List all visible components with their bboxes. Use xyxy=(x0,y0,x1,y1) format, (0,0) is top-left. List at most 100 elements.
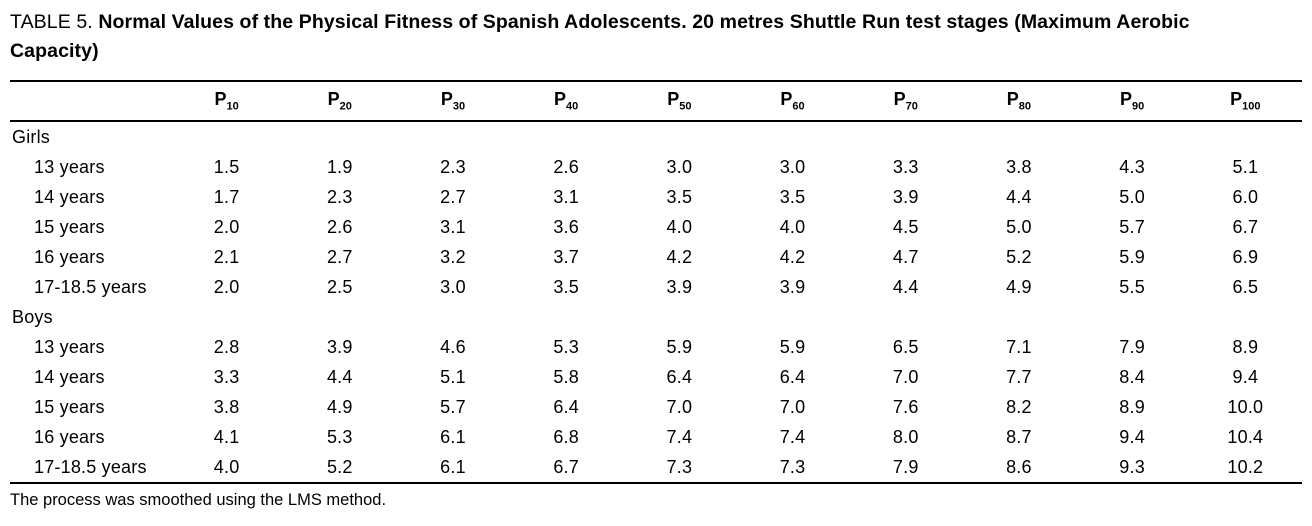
value-cell: 9.3 xyxy=(1119,456,1145,477)
value-cell: 1.7 xyxy=(213,186,240,207)
column-header-p60: P60 xyxy=(735,80,850,122)
row-header-spacer xyxy=(10,80,170,122)
value-cell: 4.9 xyxy=(1006,276,1032,297)
value-cell: 3.9 xyxy=(326,336,353,357)
value-cell: 4.2 xyxy=(779,246,806,267)
table-label: TABLE 5. xyxy=(10,11,93,33)
value-cell: 10.0 xyxy=(1227,396,1264,417)
group-label: Girls xyxy=(12,126,50,147)
table-head: P10 P20 P30 P40 P50 P60 P70 P80 P90 P100 xyxy=(10,80,1302,122)
value-cell: 4.2 xyxy=(666,246,693,267)
value-cell: 8.6 xyxy=(1006,456,1032,477)
value-cell: 3.9 xyxy=(666,276,693,297)
value-cell: 2.8 xyxy=(213,336,240,357)
column-header-subscript: 50 xyxy=(679,100,692,113)
table-footnote: The process was smoothed using the LMS m… xyxy=(10,491,387,509)
table-title: Normal Values of the Physical Fitness of… xyxy=(10,11,1190,62)
value-cell: 5.0 xyxy=(1006,216,1032,237)
value-cell: 2.1 xyxy=(213,246,240,267)
value-cell: 6.1 xyxy=(440,426,466,447)
row-label: 13 years xyxy=(34,156,105,177)
row-label: 15 years xyxy=(34,216,105,237)
value-cell: 8.2 xyxy=(1006,396,1032,417)
value-cell: 2.5 xyxy=(326,276,353,297)
table-row: 17-18.5 years 2.0 2.5 3.0 3.5 3.9 3.9 4.4 4.9 5.5… xyxy=(10,272,1302,302)
value-cell: 5.9 xyxy=(1119,246,1145,267)
column-header-subscript: 10 xyxy=(226,100,239,113)
value-cell: 6.7 xyxy=(553,456,579,477)
value-cell: 7.4 xyxy=(779,426,806,447)
column-header-p90: P90 xyxy=(1075,80,1189,122)
table-body: Girls 13 years 1.5 1.9 2.3 2.6 3.0 3.0 3.3 3.8 4.3… xyxy=(10,121,1302,483)
value-cell: 3.7 xyxy=(553,246,579,267)
group-row-girls: Girls xyxy=(10,121,1302,152)
value-cell: 6.0 xyxy=(1232,186,1259,207)
value-cell: 7.0 xyxy=(666,396,693,417)
row-label: 16 years xyxy=(34,246,105,267)
value-cell: 3.8 xyxy=(213,396,240,417)
value-cell: 5.5 xyxy=(1119,276,1145,297)
value-cell: 7.6 xyxy=(892,396,919,417)
column-header-subscript: 100 xyxy=(1242,100,1261,113)
value-cell: 3.3 xyxy=(213,366,240,387)
row-label: 17-18.5 years xyxy=(34,456,147,477)
value-cell: 5.9 xyxy=(666,336,693,357)
value-cell: 5.9 xyxy=(779,336,806,357)
value-cell: 3.9 xyxy=(892,186,919,207)
value-cell: 5.7 xyxy=(440,396,466,417)
value-cell: 8.0 xyxy=(892,426,919,447)
value-cell: 2.0 xyxy=(213,216,240,237)
value-cell: 6.1 xyxy=(440,456,466,477)
value-cell: 3.0 xyxy=(666,156,693,177)
row-label: 14 years xyxy=(34,366,105,387)
column-header-p40: P40 xyxy=(509,80,623,122)
value-cell: 4.4 xyxy=(1006,186,1032,207)
value-cell: 3.6 xyxy=(553,216,579,237)
value-cell: 7.0 xyxy=(892,366,919,387)
value-cell: 6.8 xyxy=(553,426,579,447)
value-cell: 3.1 xyxy=(553,186,579,207)
value-cell: 7.7 xyxy=(1006,366,1032,387)
value-cell: 3.3 xyxy=(892,156,919,177)
value-cell: 3.2 xyxy=(440,246,466,267)
value-cell: 3.5 xyxy=(666,186,693,207)
table-row: 16 years 4.1 5.3 6.1 6.8 7.4 7.4 8.0 8.7 9.4 10.4 xyxy=(10,422,1302,452)
value-cell: 3.5 xyxy=(779,186,806,207)
value-cell: 3.5 xyxy=(553,276,579,297)
value-cell: 5.2 xyxy=(1006,246,1032,267)
value-cell: 5.1 xyxy=(440,366,466,387)
column-header-p10: P10 xyxy=(170,80,284,122)
value-cell: 6.4 xyxy=(553,396,579,417)
value-cell: 2.6 xyxy=(326,216,353,237)
column-header-subscript: 60 xyxy=(792,100,805,113)
value-cell: 6.7 xyxy=(1232,216,1259,237)
value-cell: 8.7 xyxy=(1006,426,1032,447)
row-label: 13 years xyxy=(34,336,105,357)
row-label: 15 years xyxy=(34,396,105,417)
group-row-boys: Boys xyxy=(10,302,1302,332)
value-cell: 7.4 xyxy=(666,426,693,447)
value-cell: 2.7 xyxy=(326,246,353,267)
percentile-table: P10 P20 P30 P40 P50 P60 P70 P80 P90 P100 Girls 13 … xyxy=(10,80,1302,484)
value-cell: 5.7 xyxy=(1119,216,1145,237)
column-header-p80: P80 xyxy=(962,80,1076,122)
value-cell: 4.0 xyxy=(213,456,240,477)
value-cell: 2.3 xyxy=(326,186,353,207)
value-cell: 3.8 xyxy=(1006,156,1032,177)
column-header-p20: P20 xyxy=(283,80,397,122)
value-cell: 7.3 xyxy=(779,456,806,477)
column-header-subscript: 20 xyxy=(339,100,352,113)
value-cell: 4.7 xyxy=(892,246,919,267)
value-cell: 5.8 xyxy=(553,366,579,387)
table-row: 14 years 3.3 4.4 5.1 5.8 6.4 6.4 7.0 7.7 8.4 9.4 xyxy=(10,362,1302,392)
group-label: Boys xyxy=(12,306,53,327)
value-cell: 3.1 xyxy=(440,216,466,237)
column-header-p30: P30 xyxy=(396,80,510,122)
value-cell: 5.2 xyxy=(326,456,353,477)
table-row: 16 years 2.1 2.7 3.2 3.7 4.2 4.2 4.7 5.2 5.9 6.9 xyxy=(10,242,1302,272)
value-cell: 8.9 xyxy=(1232,336,1259,357)
table-row: 14 years 1.7 2.3 2.7 3.1 3.5 3.5 3.9 4.4 5.0 6.0 xyxy=(10,182,1302,212)
value-cell: 4.0 xyxy=(779,216,806,237)
value-cell: 2.7 xyxy=(440,186,466,207)
row-label: 14 years xyxy=(34,186,105,207)
